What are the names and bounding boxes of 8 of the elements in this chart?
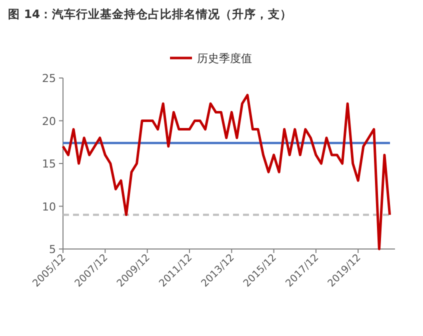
legend-label: 历史季度值	[197, 52, 252, 65]
y-tick-label: 20	[42, 114, 56, 128]
y-tick-label: 15	[42, 158, 56, 170]
chart-title: 图 14：汽车行业基金持仓占比排名情况（升序，支）	[8, 7, 292, 21]
y-tick-label: 10	[42, 200, 56, 214]
y-tick-label: 25	[42, 72, 56, 85]
line-series	[62, 94, 391, 250]
y-tick-label: 5	[49, 243, 56, 256]
